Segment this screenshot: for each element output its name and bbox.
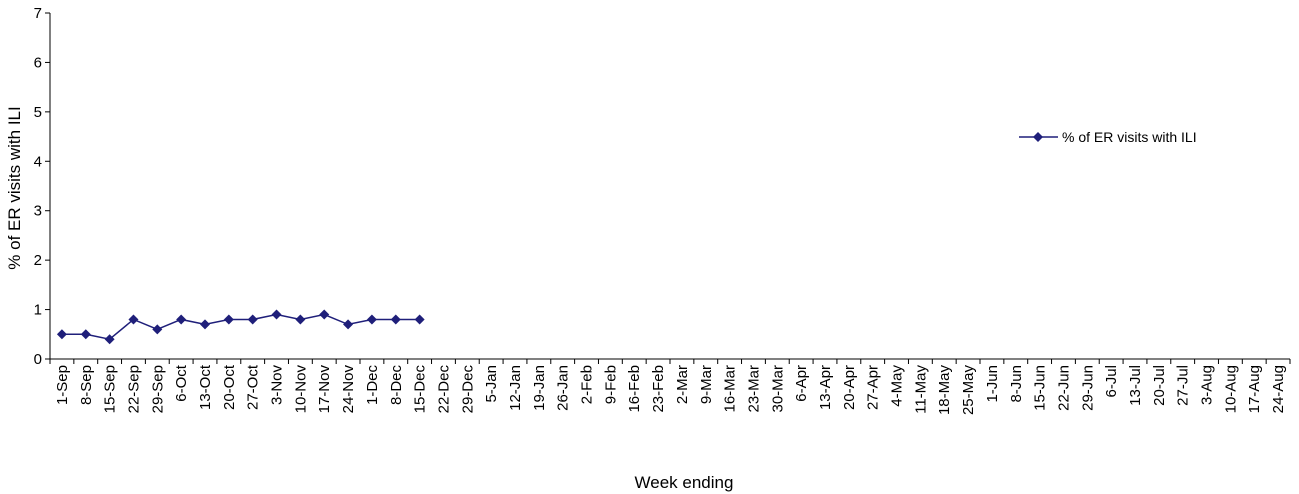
x-tick-label: 29-Dec <box>459 365 476 414</box>
x-tick-label: 18-May <box>936 365 953 416</box>
x-tick-label: 6-Oct <box>173 364 190 402</box>
x-tick-label: 26-Jan <box>555 365 572 411</box>
chart-axes <box>45 12 1291 364</box>
x-tick-label: 11-May <box>912 365 929 414</box>
x-tick-label: 2-Mar <box>674 365 691 404</box>
y-tick-label: 1 <box>34 302 42 319</box>
y-tick-label: 7 <box>34 5 42 22</box>
data-point <box>319 309 330 320</box>
data-point <box>104 334 115 345</box>
x-tick-label: 27-Oct <box>245 364 262 410</box>
x-tick-label: 1-Dec <box>364 365 381 406</box>
x-tick-label: 10-Nov <box>292 365 309 414</box>
x-tick-label: 10-Aug <box>1222 365 1239 413</box>
data-point <box>80 329 91 340</box>
x-tick-label: 24-Aug <box>1270 365 1287 413</box>
data-point <box>366 314 377 325</box>
x-tick-label: 27-Apr <box>865 365 882 410</box>
data-point <box>152 324 163 335</box>
x-tick-label: 8-Sep <box>78 365 95 405</box>
data-point <box>247 314 258 325</box>
data-point <box>295 314 306 325</box>
data-point <box>128 314 139 325</box>
x-tick-label: 23-Feb <box>650 365 667 413</box>
x-axis-title: Week ending <box>635 473 734 492</box>
legend: % of ER visits with ILI <box>1019 129 1197 145</box>
series-line <box>61 313 420 341</box>
x-tick-label: 15-Dec <box>412 365 429 414</box>
data-point <box>200 319 210 330</box>
x-tick-label: 6-Apr <box>793 365 810 402</box>
data-point <box>176 314 187 325</box>
y-tick-label: 0 <box>34 351 42 368</box>
y-axis-title: % of ER visits with ILI <box>5 106 24 269</box>
x-tick-label: 2-Feb <box>579 365 596 404</box>
x-tick-label: 24-Nov <box>340 365 357 414</box>
x-tick-label: 1-Sep <box>54 365 71 405</box>
x-tick-label: 22-Dec <box>435 365 452 414</box>
x-tick-label: 22-Sep <box>125 365 142 413</box>
data-point <box>271 309 282 320</box>
data-point <box>343 319 354 330</box>
x-tick-label: 9-Mar <box>698 365 715 404</box>
x-tick-label: 13-Apr <box>817 365 834 410</box>
data-point <box>414 314 425 325</box>
x-tick-label: 20-Jul <box>1151 365 1168 406</box>
legend-marker <box>1033 132 1043 142</box>
x-tick-label: 5-Jan <box>483 365 500 403</box>
y-tick-label: 3 <box>34 203 42 220</box>
x-tick-label: 3-Nov <box>269 365 286 406</box>
x-tick-label: 6-Jul <box>1103 365 1120 398</box>
x-tick-label: 16-Feb <box>626 365 643 413</box>
y-tick-label: 6 <box>34 54 42 71</box>
x-tick-label: 17-Aug <box>1246 365 1263 413</box>
x-tick-label: 1-Jun <box>984 365 1001 403</box>
x-tick-label: 25-May <box>960 365 977 416</box>
x-tick-label: 13-Oct <box>197 364 214 410</box>
x-tick-label: 15-Sep <box>102 365 119 413</box>
x-tick-label: 19-Jan <box>531 365 548 411</box>
x-tick-label: 12-Jan <box>507 365 524 411</box>
x-tick-label: 20-Apr <box>841 365 858 410</box>
x-tick-label: 9-Feb <box>602 365 619 404</box>
x-tick-label: 17-Nov <box>316 365 333 414</box>
x-tick-label: 20-Oct <box>221 364 238 410</box>
data-point <box>56 329 67 340</box>
x-tick-label: 23-Mar <box>745 365 762 413</box>
x-tick-label: 15-Jun <box>1032 365 1049 411</box>
x-tick-label: 27-Jul <box>1175 365 1192 406</box>
x-tick-label: 3-Aug <box>1199 365 1216 405</box>
y-tick-label: 4 <box>34 153 42 170</box>
y-tick-label: 2 <box>34 252 42 269</box>
y-tick-label: 5 <box>34 104 42 121</box>
x-tick-label: 4-May <box>889 365 906 407</box>
x-tick-label: 22-Jun <box>1055 365 1072 411</box>
x-tick-label: 13-Jul <box>1127 365 1144 406</box>
data-point <box>390 314 401 325</box>
series-layer <box>56 309 425 345</box>
x-tick-label: 29-Jun <box>1079 365 1096 411</box>
legend-label: % of ER visits with ILI <box>1062 129 1197 145</box>
tick-labels: 0 1 2 3 4 5 6 7 1-Sep 8-Sep 15-Sep 22-Sep 29-Sep 6-Oc… <box>34 5 1287 415</box>
x-tick-label: 8-Jun <box>1008 365 1025 403</box>
x-tick-label: 29-Sep <box>149 365 166 413</box>
x-tick-label: 16-Mar <box>722 365 739 413</box>
x-tick-label: 30-Mar <box>769 365 786 413</box>
x-tick-label: 8-Dec <box>388 365 405 406</box>
data-point <box>223 314 234 325</box>
